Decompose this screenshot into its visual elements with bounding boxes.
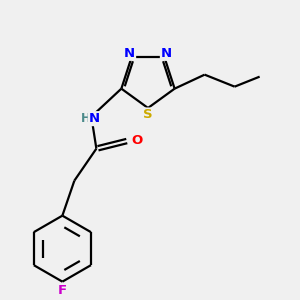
Text: N: N (124, 47, 135, 60)
Text: O: O (132, 134, 143, 147)
Text: F: F (58, 284, 67, 297)
Text: N: N (161, 47, 172, 60)
Text: H: H (80, 112, 90, 125)
Text: N: N (89, 112, 100, 125)
Text: S: S (143, 109, 153, 122)
